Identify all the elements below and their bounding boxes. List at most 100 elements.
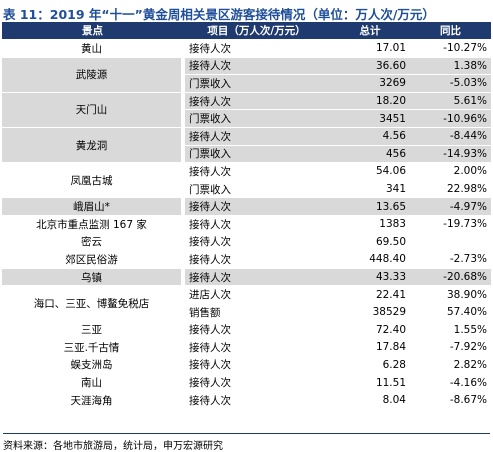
total-cell: 36.60 — [330, 57, 410, 76]
yoy-cell: -8.44% — [410, 127, 491, 146]
total-cell: 3451 — [330, 109, 410, 128]
table-title: 表 11：2019 年“十一”黄金周相关景区游客接待情况（单位：万人次/万元） — [3, 7, 435, 22]
yoy-cell: -14.93% — [410, 145, 491, 164]
item-cell: 接待人次 — [183, 127, 330, 146]
item-cell: 接待人次 — [183, 268, 330, 287]
table-row: 南山 接待人次 11.51 -4.16% — [2, 373, 491, 392]
yoy-cell: -8.67% — [410, 391, 491, 410]
spot-cell: 峨眉山* — [2, 197, 185, 216]
item-cell: 接待人次 — [183, 233, 330, 252]
yoy-cell: 2.82% — [410, 356, 491, 375]
yoy-cell: 38.90% — [410, 285, 491, 304]
total-cell: 341 — [330, 180, 410, 199]
spot-cell: 海口、三亚、博鳌免税店 — [2, 285, 185, 322]
total-cell: 6.28 — [330, 356, 410, 375]
table-row: 门票收入 3451 -10.96% — [2, 109, 491, 128]
item-cell: 接待人次 — [183, 92, 330, 111]
yoy-cell: -4.16% — [410, 373, 491, 392]
column-header: 同比 — [410, 22, 491, 40]
total-cell: 11.51 — [330, 373, 410, 392]
table-row: 峨眉山* 接待人次 13.65 -4.97% — [2, 197, 491, 216]
table: 景点 项目（万人次/万元） 总计 同比 黄山 接待人次 17.01 -10.27% 武陵源 接待… — [2, 22, 491, 410]
item-cell: 接待人次 — [183, 356, 330, 375]
yoy-cell: -20.68% — [410, 268, 491, 287]
yoy-cell: 1.38% — [410, 57, 491, 76]
spot-cell: 天涯海角 — [2, 391, 185, 410]
yoy-cell: -2.73% — [410, 250, 491, 269]
yoy-cell: -4.97% — [410, 197, 491, 216]
total-cell: 17.84 — [330, 338, 410, 357]
table-row: 凤凰古城 接待人次 54.06 2.00% — [2, 162, 491, 199]
total-cell: 69.50 — [330, 233, 410, 252]
yoy-cell: -7.92% — [410, 338, 491, 357]
yoy-cell: 1.55% — [410, 321, 491, 340]
item-cell: 门票收入 — [183, 180, 330, 199]
total-cell: 18.20 — [330, 92, 410, 111]
yoy-cell — [410, 233, 491, 252]
total-cell: 4.56 — [330, 127, 410, 146]
yoy-cell: -10.96% — [410, 109, 491, 128]
yoy-cell: -10.27% — [410, 39, 491, 58]
item-cell: 接待人次 — [183, 215, 330, 234]
yoy-cell: -5.03% — [410, 74, 491, 93]
spot-cell: 天门山 — [2, 92, 185, 128]
item-cell: 接待人次 — [183, 57, 330, 76]
item-cell: 接待人次 — [183, 39, 330, 58]
yoy-cell: 5.61% — [410, 92, 491, 111]
item-cell: 门票收入 — [183, 74, 330, 93]
spot-cell: 黄龙洞 — [2, 127, 185, 164]
spot-cell: 乌镇 — [2, 268, 185, 287]
total-cell: 17.01 — [330, 39, 410, 58]
table-row: 蜈支洲岛 接待人次 6.28 2.82% — [2, 356, 491, 375]
total-cell: 3269 — [330, 74, 410, 93]
table-row: 武陵源 接待人次 36.60 1.38% — [2, 57, 491, 93]
table-row: 销售额 38529 57.40% — [2, 303, 491, 322]
spot-cell: 三亚.千古情 — [2, 338, 185, 357]
spot-cell: 黄山 — [2, 39, 185, 58]
total-cell: 43.33 — [330, 268, 410, 287]
table-row: 乌镇 接待人次 43.33 -20.68% — [2, 268, 491, 287]
spot-cell: 武陵源 — [2, 57, 185, 93]
item-cell: 接待人次 — [183, 391, 330, 410]
table-row: 密云 接待人次 69.50 — [2, 233, 491, 252]
table-row: 郊区民俗游 接待人次 448.40 -2.73% — [2, 250, 491, 269]
total-cell: 22.41 — [330, 285, 410, 304]
item-cell: 销售额 — [183, 303, 330, 322]
item-cell: 门票收入 — [183, 145, 330, 164]
total-cell: 8.04 — [330, 391, 410, 410]
spot-cell: 蜈支洲岛 — [2, 356, 185, 375]
item-cell: 接待人次 — [183, 250, 330, 269]
table-row: 黄山 接待人次 17.01 -10.27% — [2, 39, 491, 58]
table-row: 天门山 接待人次 18.20 5.61% — [2, 92, 491, 128]
spot-cell: 三亚 — [2, 321, 185, 340]
total-cell: 13.65 — [330, 197, 410, 216]
total-cell: 54.06 — [330, 162, 410, 181]
table-row: 海口、三亚、博鳌免税店 进店人次 22.41 38.90% — [2, 285, 491, 322]
table-row: 门票收入 3269 -5.03% — [2, 74, 491, 93]
item-cell: 接待人次 — [183, 197, 330, 216]
total-cell: 456 — [330, 145, 410, 164]
item-cell: 接待人次 — [183, 338, 330, 357]
total-cell: 38529 — [330, 303, 410, 322]
total-cell: 448.40 — [330, 250, 410, 269]
table-row: 黄龙洞 接待人次 4.56 -8.44% — [2, 127, 491, 164]
table-row: 北京市重点监测 167 家接待人次 1383 -19.73% — [2, 215, 491, 234]
yoy-cell: 2.00% — [410, 162, 491, 181]
column-header: 景点 — [2, 22, 183, 40]
yoy-cell: -19.73% — [410, 215, 491, 234]
table-row: 三亚 接待人次 72.40 1.55% — [2, 321, 491, 340]
spot-cell: 凤凰古城 — [2, 162, 185, 199]
spot-cell: 北京市重点监测 167 家 — [2, 215, 185, 234]
item-cell: 接待人次 — [183, 373, 330, 392]
total-cell: 72.40 — [330, 321, 410, 340]
table-body: 黄山 接待人次 17.01 -10.27% 武陵源 接待人次 36.60 1.38% 门票收入 3… — [2, 39, 491, 410]
spot-cell: 南山 — [2, 373, 185, 392]
yoy-cell: 57.40% — [410, 303, 491, 322]
column-header: 总计 — [330, 22, 410, 40]
item-cell: 接待人次 — [183, 162, 330, 181]
table-row: 天涯海角 接待人次 8.04 -8.67% — [2, 391, 491, 410]
table-row: 门票收入 341 22.98% — [2, 180, 491, 199]
spot-cell: 郊区民俗游 — [2, 250, 185, 269]
item-cell: 进店人次 — [183, 285, 330, 304]
